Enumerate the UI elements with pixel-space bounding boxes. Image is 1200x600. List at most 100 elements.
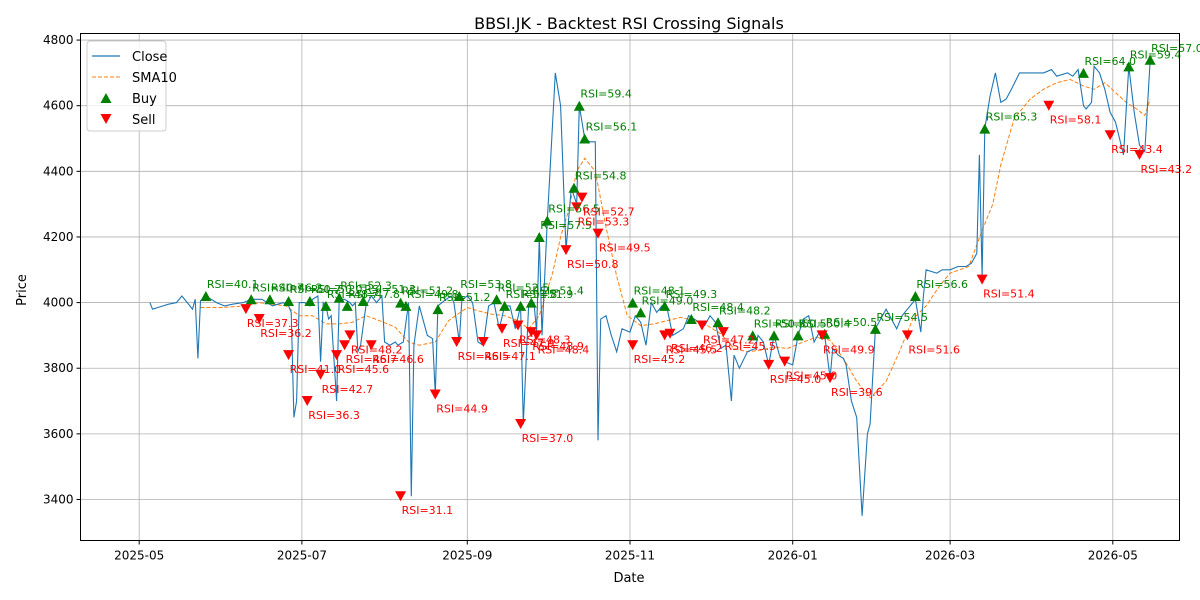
buy-marker	[627, 297, 639, 308]
sell-signal-label: RSI=46.2	[671, 342, 723, 355]
sell-signal-label: RSI=49.9	[823, 343, 875, 356]
x-tick-label: 2025-09	[442, 549, 492, 563]
buy-signal-label: RSI=54.5	[876, 311, 928, 324]
sell-signal-label: RSI=45.6	[338, 363, 390, 376]
legend-sma-label: SMA10	[132, 71, 177, 86]
buy-signal-label: RSI=65.3	[986, 111, 1038, 124]
sell-signal-label: RSI=47.9	[503, 337, 555, 350]
sell-marker	[976, 274, 988, 285]
buy-marker	[264, 294, 276, 305]
sell-signal-label: RSI=47.1	[484, 350, 536, 363]
x-tick-label: 2026-03	[925, 549, 975, 563]
buy-signal-label: RSI=50.5	[826, 316, 878, 329]
sell-marker	[816, 330, 828, 341]
sell-marker	[240, 304, 252, 315]
x-axis-ticks: 2025-05 2025-07 2025-09 2025-11 2026-01 2026-…	[114, 540, 1138, 563]
legend-sell-marker	[100, 114, 112, 124]
buy-marker	[395, 297, 407, 308]
buy-signal-label: RSI=50.5	[754, 317, 806, 330]
sell-signal-label: RSI=31.1	[402, 504, 454, 517]
sell-signal-label: RSI=44.9	[436, 402, 488, 415]
x-tick-label: 2026-05	[1088, 549, 1138, 563]
buy-signal-label: RSI=51.8	[506, 288, 558, 301]
buy-signal-label: RSI=64.0	[1084, 55, 1136, 68]
y-tick-label: 4600	[43, 99, 74, 113]
sell-marker	[315, 369, 327, 380]
sell-marker	[901, 330, 913, 341]
sell-signal-label: RSI=52.7	[583, 206, 635, 219]
buy-signal-label: RSI=52.5	[498, 281, 550, 294]
x-tick-label: 2025-11	[605, 549, 655, 563]
sell-signal-label: RSI=58.1	[1050, 114, 1102, 127]
sell-marker	[627, 340, 639, 351]
buy-marker	[685, 313, 697, 324]
sell-signal-label: RSI=49.5	[599, 242, 651, 255]
buy-marker	[320, 300, 332, 311]
sell-signal-label: RSI=48.4	[538, 343, 590, 356]
sell-signal-label: RSI=45.2	[634, 353, 686, 366]
y-tick-label: 4400	[43, 164, 74, 178]
sell-marker	[592, 228, 604, 239]
sell-signal-label: RSI=45.0	[770, 373, 822, 386]
y-tick-label: 3600	[43, 427, 74, 441]
buy-signal-label: RSI=56.6	[916, 278, 968, 291]
sell-marker	[496, 323, 508, 334]
legend-sell-label: Sell	[132, 113, 155, 128]
buy-marker	[515, 300, 527, 311]
buy-marker	[333, 292, 345, 303]
buy-marker	[1123, 61, 1135, 72]
sell-marker	[763, 359, 775, 370]
buy-signal-label: RSI=53.8	[460, 278, 512, 291]
buy-signal-label: RSI=51.2	[402, 285, 454, 298]
buy-marker	[579, 133, 591, 144]
sell-marker	[395, 491, 407, 502]
buy-marker	[659, 300, 671, 311]
sell-signal-label: RSI=46.6	[372, 353, 424, 366]
legend-box	[86, 40, 167, 132]
legend-buy-label: Buy	[132, 92, 157, 107]
x-tick-label: 2025-07	[277, 549, 327, 563]
legend-close-label: Close	[132, 50, 167, 65]
sell-marker	[477, 336, 489, 347]
buy-signal-label: RSI=51.9	[522, 288, 574, 301]
buy-signal-label: RSI=59.4	[580, 88, 632, 101]
buy-marker	[635, 307, 647, 318]
buy-signal-label: RSI=57.5	[540, 219, 592, 232]
sell-signal-label: RSI=36.2	[260, 327, 312, 340]
sell-signal-label: RSI=43.2	[1140, 163, 1192, 176]
sell-signal-label: RSI=45.5	[724, 340, 776, 353]
buy-signal-label: RSI=49.0	[642, 294, 694, 307]
buy-signal-label: RSI=50.5	[775, 317, 827, 330]
buy-marker	[453, 291, 465, 302]
buy-signal-label: RSI=56.5	[548, 203, 600, 216]
buy-signal-label: RSI=57.0	[1151, 42, 1200, 55]
buy-signal-label: RSI=46.2	[271, 281, 323, 294]
sell-marker	[283, 350, 295, 361]
buy-signal-label: RSI=49.3	[666, 288, 718, 301]
sell-marker	[301, 396, 313, 407]
sell-signal-label: RSI=46.7	[346, 353, 398, 366]
sell-signal-label: RSI=41.0	[290, 363, 342, 376]
buy-marker	[869, 323, 881, 334]
buy-marker	[792, 330, 804, 341]
legend: Close SMA10 Buy Sell	[86, 40, 177, 132]
sell-signal-label: RSI=46.5	[458, 350, 510, 363]
sell-marker	[696, 320, 708, 331]
buy-marker	[283, 295, 295, 306]
sell-signal-label: RSI=50.8	[567, 258, 619, 271]
buy-marker	[245, 294, 257, 305]
sell-marker	[664, 328, 676, 339]
sell-marker	[339, 340, 351, 351]
buy-marker	[304, 295, 316, 306]
buy-signal-label: RSI=50.0	[311, 283, 363, 296]
sell-signal-label: RSI=36.3	[308, 409, 360, 422]
sell-marker	[779, 356, 791, 367]
sell-marker	[525, 327, 537, 338]
sell-signal-label: RSI=51.4	[983, 288, 1035, 301]
y-axis-title: Price	[15, 274, 30, 306]
sell-marker	[365, 340, 377, 351]
x-axis-title: Date	[613, 571, 644, 586]
buy-signal-label: RSI=47.8	[348, 288, 400, 301]
y-tick-label: 4000	[43, 296, 74, 310]
